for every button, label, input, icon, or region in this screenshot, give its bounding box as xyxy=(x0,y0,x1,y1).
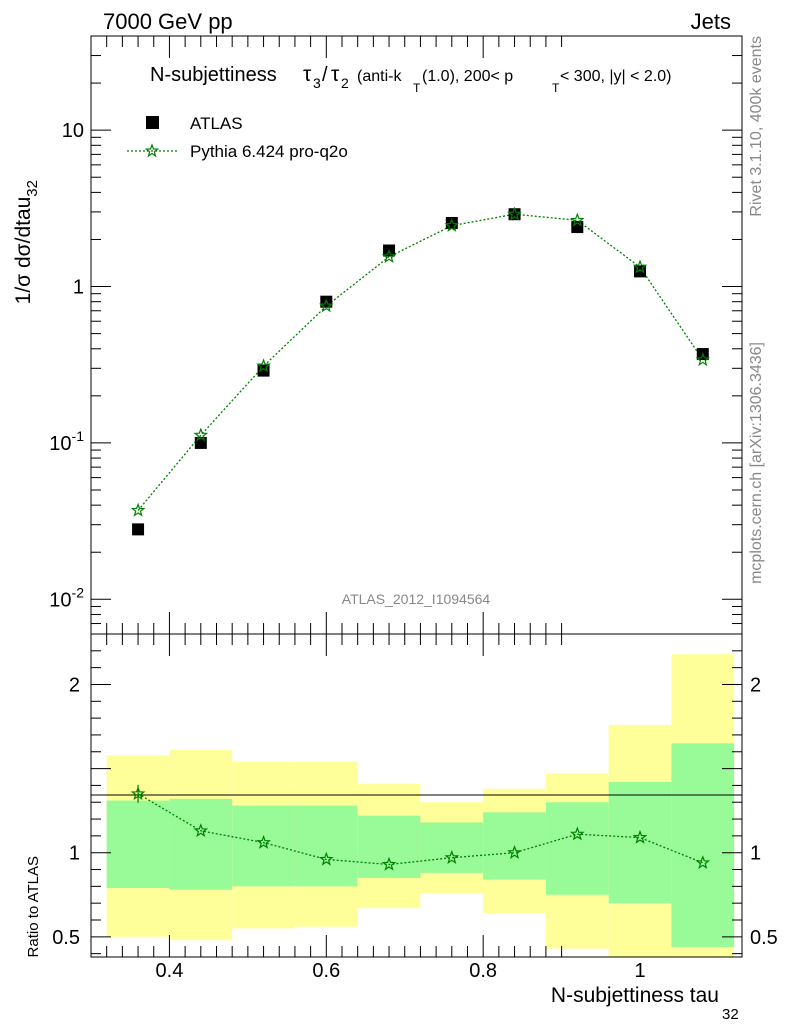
mc-point xyxy=(632,259,648,274)
legend-atlas-label: ATLAS xyxy=(190,114,243,133)
plot-title-slash: / xyxy=(322,64,328,86)
ratio-point xyxy=(632,829,648,844)
mc-point xyxy=(193,427,209,442)
ratio-point xyxy=(695,855,711,869)
ratio-line xyxy=(137,793,704,866)
ratio-point xyxy=(381,856,397,871)
ratio-plot-series xyxy=(130,784,711,871)
x-tick-label: 1 xyxy=(634,960,645,982)
header-right: Jets xyxy=(691,9,731,34)
plot-cuts-t2: T xyxy=(552,81,560,95)
y-axis-label-main: 1/σ dσ/dtau32 xyxy=(12,180,41,304)
mc-point xyxy=(256,358,271,373)
x-tick-label: 0.6 xyxy=(312,960,340,982)
ratio-point xyxy=(318,851,334,866)
y-tick-label-main: 1 xyxy=(73,277,84,299)
ratio-band-inner xyxy=(545,802,609,895)
ratio-band-inner xyxy=(608,782,672,904)
mc-point xyxy=(381,249,397,264)
main-plot-frame xyxy=(90,35,743,635)
y-axis-label-ratio: Ratio to ATLAS xyxy=(25,856,42,957)
legend-mc-marker xyxy=(144,143,160,158)
ratio-band-inner xyxy=(671,743,735,947)
ratio-band-inner xyxy=(294,805,358,887)
y-tick-label-main: 10 xyxy=(62,120,84,142)
y-tick-label-exponent: -2 xyxy=(72,584,85,600)
ratio-point xyxy=(130,786,146,801)
y-tick-label-base: 10 xyxy=(49,589,71,611)
ratio-band-inner xyxy=(169,798,233,890)
mc-point xyxy=(569,212,585,227)
ratio-point xyxy=(507,844,522,860)
x-tick-label: 0.8 xyxy=(469,960,497,982)
main-plot-series xyxy=(130,206,711,536)
mc-point xyxy=(444,218,460,232)
y-tick-label-ratio-right: 0.5 xyxy=(750,927,778,949)
plot-cuts-a: (anti-k xyxy=(357,68,402,85)
mc-point xyxy=(130,502,146,517)
y-tick-label-ratio: 2 xyxy=(69,674,80,696)
plot-cuts-t1: T xyxy=(413,81,421,95)
legend-mc-label: Pythia 6.424 pro-q2o xyxy=(190,142,348,161)
ratio-band-inner xyxy=(232,805,295,887)
y-axis-label-main-text: 1/σ dσ/dtau xyxy=(12,197,35,305)
y-tick-label-base: 10 xyxy=(62,120,84,142)
mc-line xyxy=(137,213,704,511)
ratio-band-inner xyxy=(420,822,484,873)
plot-cuts-c: < 300, |y| < 2.0) xyxy=(560,68,672,85)
atlas-point xyxy=(194,436,207,449)
mc-point xyxy=(695,352,711,367)
y-axis-label-main-sub: 32 xyxy=(24,180,41,197)
ratio-point xyxy=(569,826,585,841)
y-tick-label-main: 10-2 xyxy=(49,584,84,611)
plot-title-sub2: 2 xyxy=(341,75,349,91)
y-tick-label-base: 1 xyxy=(73,277,84,299)
x-tick-label: 0.4 xyxy=(156,960,184,982)
plot-cuts-b: (1.0), 200< p xyxy=(422,68,513,85)
plot-title-tau2: τ xyxy=(331,63,340,86)
legend-atlas-marker xyxy=(146,116,159,129)
y-tick-label-ratio: 1 xyxy=(69,843,80,865)
plot-title-tau3: τ xyxy=(303,63,312,86)
analysis-id: ATLAS_2012_I1094564 xyxy=(342,591,491,607)
ratio-point xyxy=(193,823,209,838)
plot-title-sub3: 3 xyxy=(313,75,321,91)
y-tick-label-main: 10-1 xyxy=(49,428,84,455)
x-axis-label: N-subjettiness tau xyxy=(551,984,719,1007)
ratio-band-inner xyxy=(106,800,170,889)
ratio-point xyxy=(444,849,460,864)
mc-point xyxy=(507,206,522,221)
rivet-label: Rivet 3.1.10, 400k events xyxy=(748,36,765,217)
ratio-band-inner xyxy=(357,815,421,878)
x-axis-label-sub: 32 xyxy=(722,1006,739,1023)
ratio-point xyxy=(256,834,271,849)
y-tick-label-exponent: -1 xyxy=(72,428,85,444)
plot-cuts: (anti-k T (1.0), 200< p T < 300, |y| < 2… xyxy=(357,68,672,96)
y-tick-label-base: 10 xyxy=(49,433,71,455)
mcplots-label: mcplots.cern.ch [arXiv:1306.3436] xyxy=(748,342,765,584)
mc-point xyxy=(319,298,334,313)
plot-title: N-subjettiness τ 3 / τ 2 xyxy=(150,63,349,92)
y-tick-label-ratio: 0.5 xyxy=(52,927,80,949)
y-tick-label-ratio-right: 1 xyxy=(750,843,761,865)
atlas-point xyxy=(257,364,270,377)
y-tick-label-ratio-right: 2 xyxy=(750,674,761,696)
ratio-uncertainty-bands xyxy=(106,654,735,957)
x-axis-label-text: N-subjettiness tau xyxy=(551,984,719,1007)
plot-title-main: N-subjettiness xyxy=(150,64,277,86)
legend-mc-star xyxy=(144,143,160,158)
atlas-point xyxy=(132,523,145,536)
header-left: 7000 GeV pp xyxy=(103,9,233,34)
